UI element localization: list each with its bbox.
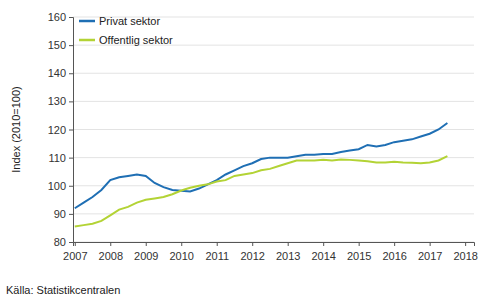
- y-tick: 90: [54, 208, 73, 220]
- legend-swatch: [79, 20, 95, 23]
- y-tick-mark: [69, 17, 73, 18]
- x-tick-mark: [75, 242, 76, 246]
- x-tick-label: 2014: [311, 250, 335, 262]
- x-axis-line: [74, 243, 475, 247]
- y-tick: 150: [48, 39, 73, 51]
- y-tick-label: 80: [54, 236, 66, 248]
- series-line: [75, 123, 448, 208]
- x-tick: 2015: [347, 242, 371, 262]
- y-axis-title: Index (2010=100): [10, 86, 22, 173]
- x-tick-mark: [465, 242, 466, 246]
- x-tick: 2018: [453, 242, 477, 262]
- y-tick: 100: [48, 180, 73, 192]
- x-tick-mark: [359, 242, 360, 246]
- y-axis-line: [69, 18, 74, 243]
- x-tick: 2012: [240, 242, 264, 262]
- x-tick-label: 2015: [347, 250, 371, 262]
- x-tick-label: 2010: [169, 250, 193, 262]
- x-tick: 2009: [134, 242, 158, 262]
- legend: Privat sektor Offentlig sektor: [79, 15, 173, 46]
- x-tick: 2011: [205, 242, 229, 262]
- x-tick-mark: [146, 242, 147, 246]
- x-tick: 2013: [276, 242, 300, 262]
- y-tick-label: 130: [48, 95, 66, 107]
- x-tick-label: 2017: [418, 250, 442, 262]
- y-tick: 160: [48, 11, 73, 23]
- x-tick: 2010: [169, 242, 193, 262]
- legend-label: Privat sektor: [99, 15, 160, 27]
- y-tick-label: 110: [48, 152, 66, 164]
- grid-line: [73, 213, 474, 214]
- grid-line: [73, 129, 474, 130]
- y-tick-label: 160: [48, 11, 66, 23]
- y-tick: 120: [48, 124, 73, 136]
- grid-line: [73, 101, 474, 102]
- grid-line: [73, 73, 474, 74]
- x-tick-mark: [288, 242, 289, 246]
- x-tick-mark: [217, 242, 218, 246]
- y-tick-mark: [69, 45, 73, 46]
- y-tick-mark: [69, 101, 73, 102]
- x-tick: 2008: [99, 242, 123, 262]
- y-tick-mark: [69, 214, 73, 215]
- x-tick-mark: [110, 242, 111, 246]
- y-axis: 80 90 100 110 120 130 140 150 160: [48, 11, 74, 248]
- series-line: [75, 156, 448, 226]
- x-axis: 2007 2008 2009 2010 2011 2012 2013 2014 2015 2016…: [63, 242, 478, 262]
- y-tick: 140: [48, 67, 73, 79]
- grid: [73, 17, 474, 242]
- grid-line: [73, 185, 474, 186]
- legend-swatch: [79, 39, 95, 42]
- legend-label: Offentlig sektor: [99, 34, 173, 46]
- y-tick-mark: [69, 186, 73, 187]
- x-tick-label: 2011: [205, 250, 229, 262]
- y-tick-label: 120: [48, 124, 66, 136]
- source: Källa: Statistikcentralen: [6, 284, 120, 296]
- y-tick: 130: [48, 95, 73, 107]
- y-tick-label: 90: [54, 208, 66, 220]
- plot: 80 90 100 110 120 130 140 150 160 2007 2008 2009 201…: [48, 11, 478, 262]
- x-tick: 2007: [63, 242, 87, 262]
- x-tick-mark: [430, 242, 431, 246]
- x-tick-label: 2012: [240, 250, 264, 262]
- y-tick-mark: [69, 130, 73, 131]
- x-tick: 2014: [311, 242, 335, 262]
- x-tick-mark: [181, 242, 182, 246]
- legend-item: Privat sektor: [79, 15, 160, 27]
- y-tick-mark: [69, 73, 73, 74]
- legend-item: Offentlig sektor: [79, 34, 173, 46]
- y-tick-mark: [69, 242, 73, 243]
- x-tick: 2017: [418, 242, 442, 262]
- lines: [75, 123, 448, 227]
- x-tick-label: 2007: [63, 250, 87, 262]
- y-tick: 110: [48, 152, 73, 164]
- x-tick-label: 2018: [453, 250, 477, 262]
- x-tick-label: 2013: [276, 250, 300, 262]
- y-tick-label: 100: [48, 180, 66, 192]
- x-tick: 2016: [382, 242, 406, 262]
- x-tick-mark: [252, 242, 253, 246]
- x-tick-label: 2008: [99, 250, 123, 262]
- y-tick-label: 150: [48, 39, 66, 51]
- x-tick-mark: [394, 242, 395, 246]
- x-tick-label: 2016: [382, 250, 406, 262]
- y-tick-mark: [69, 158, 73, 159]
- chart: 80 90 100 110 120 130 140 150 160 2007 2008 2009 201…: [0, 0, 493, 304]
- x-tick-mark: [323, 242, 324, 246]
- x-tick-label: 2009: [134, 250, 158, 262]
- y-tick-label: 140: [48, 67, 66, 79]
- y-tick: 80: [54, 236, 73, 248]
